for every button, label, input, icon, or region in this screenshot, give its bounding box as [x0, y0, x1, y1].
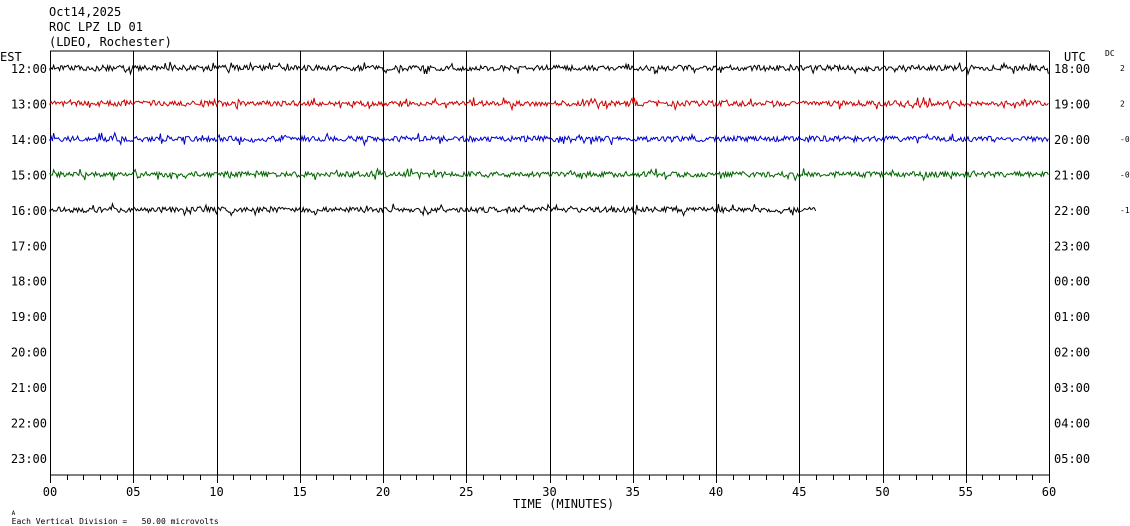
corner-mark: A [11, 510, 16, 517]
dc-value: 2 [1120, 64, 1125, 73]
utc-row-label: 23:00 [1054, 239, 1090, 253]
dc-label: DC [1105, 49, 1115, 58]
utc-row-label: 02:00 [1054, 346, 1090, 360]
est-row-label: 21:00 [11, 381, 47, 395]
left-tz-label: EST [0, 50, 22, 64]
dc-value: -0 [1120, 135, 1130, 144]
utc-row-label: 21:00 [1054, 168, 1090, 182]
utc-row-label: 00:00 [1054, 275, 1090, 289]
header-date: Oct14,2025 [49, 5, 122, 19]
x-tick-label: 05 [126, 485, 140, 499]
trace-1200 [49, 61, 1049, 76]
est-row-label: 12:00 [11, 62, 47, 76]
utc-row-label: 01:00 [1054, 310, 1090, 324]
labels: EST UTC DC TIME (MINUTES) 00 05 10 15 20 25 30… [0, 49, 1130, 511]
est-row-label: 16:00 [11, 204, 47, 218]
utc-row-label: 04:00 [1054, 417, 1090, 431]
est-row-label: 17:00 [11, 239, 47, 253]
x-tick-label: 55 [959, 485, 973, 499]
vertical-division-note: Each Vertical Division = 50.00 microvolt… [11, 517, 219, 526]
x-tick-label: 15 [293, 485, 307, 499]
est-row-label: 13:00 [11, 97, 47, 111]
x-tick-label: 35 [626, 485, 640, 499]
x-tick-label: 00 [43, 485, 57, 499]
header-station: ROC LPZ LD 01 [49, 20, 143, 34]
est-row-label: 19:00 [11, 310, 47, 324]
dc-value: -0 [1120, 170, 1130, 179]
utc-row-label: 20:00 [1054, 133, 1090, 147]
est-row-label: 23:00 [11, 452, 47, 466]
x-tick-label: 25 [459, 485, 473, 499]
footer-note: A Each Vertical Division = 50.00 microvo… [2, 499, 219, 526]
est-row-label: 15:00 [11, 168, 47, 182]
x-tick-label: 40 [709, 485, 723, 499]
traces [49, 61, 1049, 218]
x-axis-title: TIME (MINUTES) [513, 497, 614, 511]
right-tz-label: UTC [1064, 50, 1086, 64]
utc-row-label: 22:00 [1054, 204, 1090, 218]
x-tick-label: 60 [1042, 485, 1056, 499]
utc-row-label: 18:00 [1054, 62, 1090, 76]
x-tick-label: 20 [376, 485, 390, 499]
est-row-label: 20:00 [11, 346, 47, 360]
utc-row-label: 19:00 [1054, 97, 1090, 111]
x-tick-label: 50 [875, 485, 889, 499]
dc-value: 2 [1120, 99, 1125, 108]
utc-row-label: 05:00 [1054, 452, 1090, 466]
est-row-label: 18:00 [11, 275, 47, 289]
trace-1400 [49, 131, 1049, 147]
trace-1600 [49, 201, 817, 218]
est-row-label: 14:00 [11, 133, 47, 147]
x-tick-label: 45 [792, 485, 806, 499]
x-tick-label: 10 [209, 485, 223, 499]
grid [50, 50, 1050, 483]
dc-value: -1 [1120, 206, 1130, 215]
utc-row-label: 03:00 [1054, 381, 1090, 395]
est-row-label: 22:00 [11, 417, 47, 431]
x-tick-label: 30 [542, 485, 556, 499]
trace-1300 [49, 96, 1049, 112]
trace-1500 [49, 167, 1049, 182]
header-network: (LDEO, Rochester) [49, 35, 172, 49]
